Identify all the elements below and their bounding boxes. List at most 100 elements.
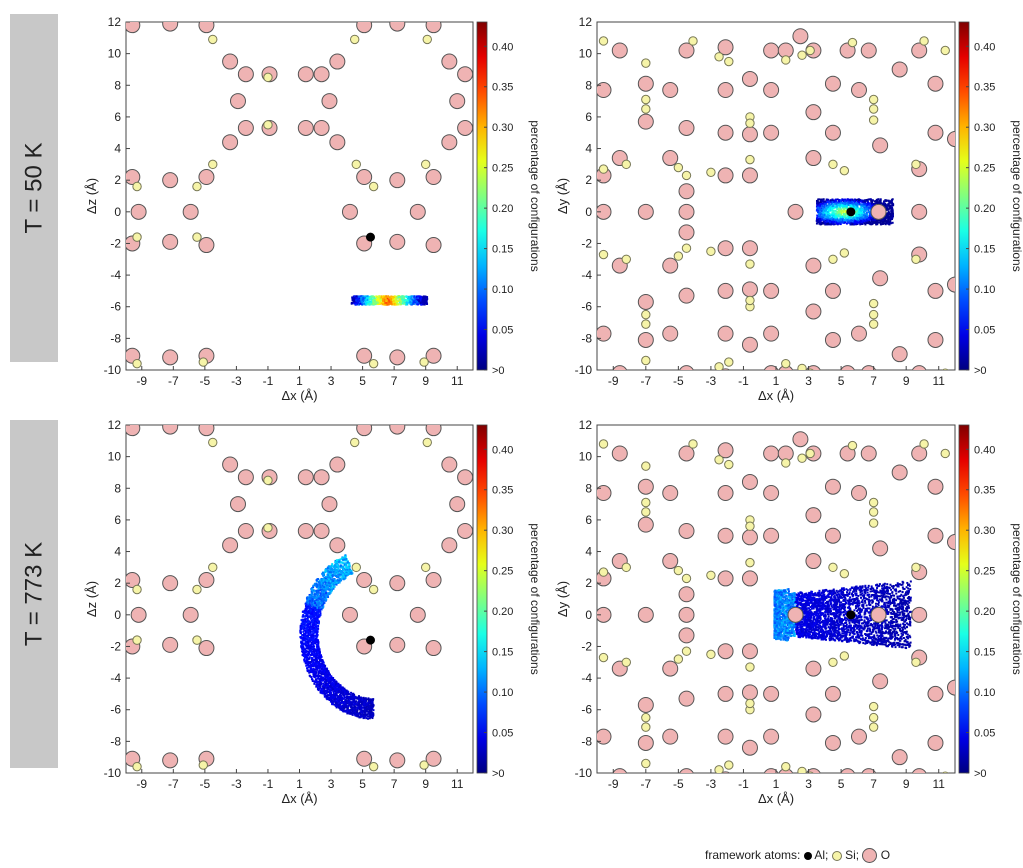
silicon-atom — [940, 45, 950, 56]
density-point — [868, 220, 871, 223]
density-point — [859, 219, 862, 222]
density-point — [322, 671, 325, 674]
density-point — [889, 212, 892, 215]
density-point — [425, 296, 428, 299]
density-point — [397, 296, 400, 299]
density-point — [395, 296, 398, 299]
density-point — [323, 680, 326, 683]
density-point — [832, 203, 835, 206]
density-point — [321, 667, 324, 670]
density-point — [337, 706, 340, 709]
density-point — [858, 219, 861, 222]
silicon-atom — [724, 56, 734, 67]
density-point — [419, 303, 422, 306]
density-point — [829, 199, 832, 202]
density-point — [332, 688, 335, 691]
density-point — [302, 630, 305, 633]
density-point — [852, 220, 855, 223]
density-point — [815, 222, 818, 225]
density-point — [346, 568, 349, 571]
oxygen-atom — [637, 331, 654, 348]
density-point — [370, 706, 373, 709]
density-point — [367, 701, 370, 704]
silicon-atom — [706, 167, 716, 177]
density-point — [343, 702, 346, 705]
density-point — [310, 641, 313, 644]
density-point — [821, 222, 824, 225]
density-point — [309, 647, 312, 650]
density-point — [341, 701, 344, 704]
density-point — [316, 610, 319, 613]
density-point — [360, 698, 363, 701]
density-point — [359, 297, 362, 300]
density-point — [312, 605, 315, 608]
density-point — [319, 579, 322, 582]
density-point — [324, 674, 327, 677]
density-point — [315, 680, 318, 683]
density-point — [348, 563, 351, 566]
oxygen-atom — [717, 124, 734, 141]
density-point — [324, 672, 327, 675]
density-point — [314, 600, 317, 603]
density-point — [400, 301, 403, 304]
density-point — [884, 219, 887, 222]
density-point — [308, 595, 311, 598]
oxygen-atom — [840, 365, 855, 370]
density-point — [318, 654, 321, 657]
density-point — [839, 221, 842, 224]
density-point — [396, 302, 399, 305]
silicon-atom — [598, 36, 609, 46]
density-point — [336, 684, 339, 687]
density-point — [313, 642, 316, 645]
density-point — [890, 214, 893, 217]
density-point — [853, 223, 856, 226]
y-tick-label: 0 — [114, 205, 121, 219]
plot-area — [596, 21, 956, 371]
chart-xz-773k: -9 -7 -5 -3 -1 1 3 5 7 9 11121086420-2-4-6-8-10Δx … — [84, 418, 542, 806]
oxygen-atom — [717, 82, 734, 99]
density-point — [836, 208, 839, 211]
colorbar-tick-label: 0.35 — [492, 82, 513, 94]
density-point — [885, 205, 888, 208]
density-point — [360, 706, 363, 709]
density-point — [818, 217, 821, 220]
density-point — [321, 584, 324, 587]
density-point — [348, 565, 351, 568]
silicon-atom — [673, 251, 684, 261]
density-point — [869, 198, 872, 201]
density-point — [870, 223, 873, 226]
density-point — [345, 571, 348, 574]
density-point — [328, 591, 331, 594]
density-point — [368, 705, 371, 708]
density-point — [853, 202, 856, 205]
density-point — [325, 673, 328, 676]
colorbar-tick-label: 0.30 — [492, 122, 513, 134]
density-point — [860, 208, 863, 211]
density-point — [312, 647, 315, 650]
oxygen-atom — [763, 124, 780, 141]
density-point — [833, 213, 836, 216]
density-point — [321, 679, 324, 682]
density-point — [310, 593, 313, 596]
density-point — [329, 575, 332, 578]
density-point — [338, 704, 341, 707]
density-point — [385, 301, 388, 304]
density-point — [337, 581, 340, 584]
density-point — [321, 685, 324, 688]
density-point — [322, 602, 325, 605]
density-point — [848, 220, 851, 223]
density-point — [345, 697, 348, 700]
x-tick-label: -9 — [608, 374, 619, 388]
density-point — [400, 298, 403, 301]
density-point — [831, 215, 834, 218]
density-point — [833, 220, 836, 223]
oxygen-atom — [297, 119, 314, 136]
density-point — [827, 207, 830, 210]
density-point — [323, 692, 326, 695]
density-point — [856, 202, 859, 205]
density-point — [818, 215, 821, 218]
oxygen-atom — [763, 42, 780, 59]
density-point — [882, 219, 885, 222]
density-point — [883, 204, 886, 207]
density-point — [306, 619, 309, 622]
